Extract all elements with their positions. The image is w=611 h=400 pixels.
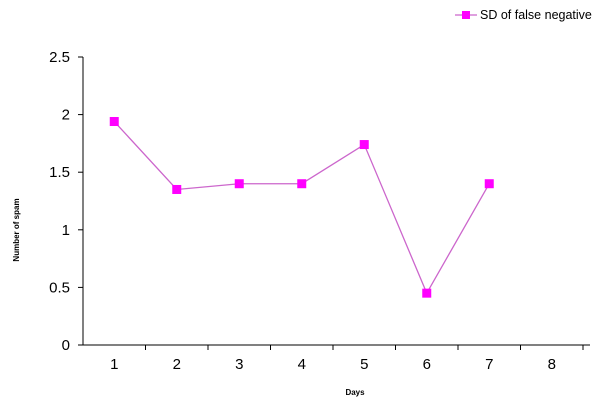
y-tick-label: 2 — [62, 107, 70, 124]
data-point-marker — [109, 117, 119, 127]
y-axis-title: Number of spam — [12, 198, 21, 261]
data-point-marker — [297, 179, 307, 189]
x-tick-label: 2 — [173, 356, 181, 373]
y-tick-label: 0.5 — [49, 279, 70, 296]
data-point-marker — [234, 179, 244, 189]
legend-marker-swatch — [462, 11, 470, 19]
series-layer — [109, 117, 494, 298]
x-axis-title: Days — [345, 388, 365, 397]
x-tick-label: 6 — [423, 356, 431, 373]
y-tick-label: 1 — [62, 222, 70, 239]
x-tick-label: 5 — [360, 356, 368, 373]
x-tick-label: 1 — [110, 356, 118, 373]
y-tick-label: 1.5 — [49, 164, 70, 181]
y-axis-ticks: 0 0.5 1 1.5 2 2.5 — [49, 49, 83, 354]
x-tick-label: 7 — [485, 356, 493, 373]
x-tick-label: 3 — [235, 356, 243, 373]
legend: SD of false negative — [455, 8, 592, 22]
y-tick-label: 0 — [62, 337, 70, 354]
legend-label: SD of false negative — [480, 8, 592, 22]
y-tick-label: 2.5 — [49, 49, 70, 66]
data-point-marker — [422, 288, 432, 298]
x-tick-label: 8 — [548, 356, 556, 373]
data-point-marker — [359, 140, 369, 150]
data-point-marker — [484, 179, 494, 189]
series-line — [113, 121, 490, 295]
data-point-marker — [172, 184, 182, 194]
x-tick-label: 4 — [298, 356, 306, 373]
x-axis-ticks: 1 2 3 4 5 6 7 8 — [110, 345, 584, 373]
